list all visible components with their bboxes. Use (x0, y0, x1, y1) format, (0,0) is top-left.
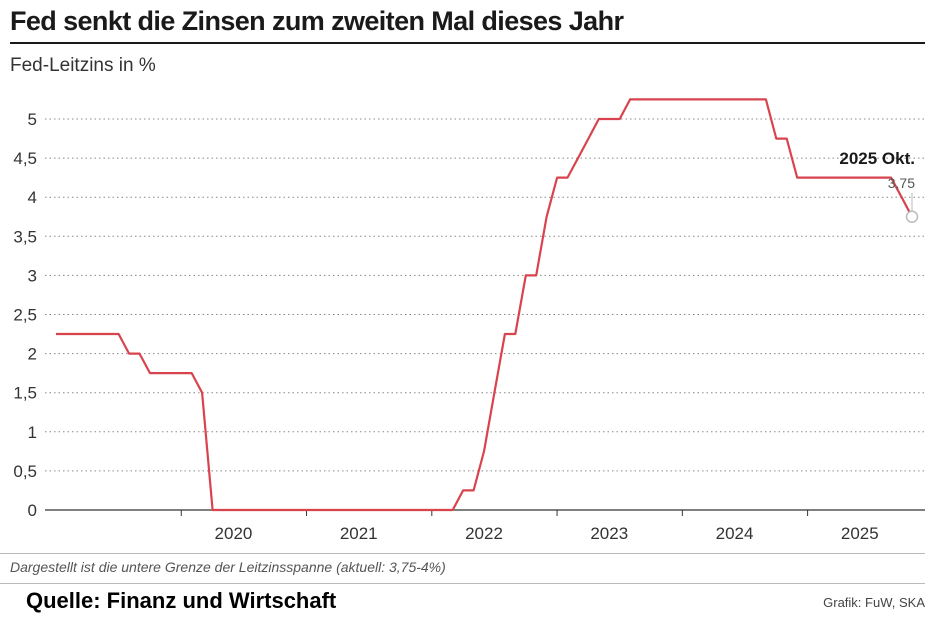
source-label: Quelle: Finanz und Wirtschaft (26, 588, 337, 613)
y-tick-label: 4,5 (13, 149, 37, 168)
y-tick-label: 1 (28, 423, 37, 442)
gridlines (45, 118, 925, 511)
y-axis-ticks: 0 0,5 1 1,5 2 2,5 3 3,5 4 4,5 5 (13, 110, 37, 520)
chart-subtitle: Fed-Leitzins in % (10, 55, 156, 76)
y-tick-label: 2 (28, 345, 37, 364)
annotation: 2025 Okt. 3,75 (839, 149, 919, 223)
y-tick-label: 5 (28, 110, 37, 129)
x-tick-label: 2025 (841, 524, 879, 543)
title-rule (10, 42, 925, 44)
y-tick-label: 4 (28, 188, 37, 207)
credit-label: Grafik: FuW, SKA (823, 595, 925, 610)
rate-line-chart: 00,511,522,533,544,55 2020 2021 2022 2023 20… (13, 98, 925, 543)
series-line-leitzins (56, 98, 913, 512)
footnote: Dargestellt ist die untere Grenze der Le… (10, 559, 446, 575)
y-tick-label: 2,5 (13, 306, 37, 325)
annotation-label: 2025 Okt. (839, 149, 915, 168)
footer-divider-bottom (0, 583, 925, 584)
y-tick-label: 3,5 (13, 227, 37, 246)
footer-divider-top (0, 553, 925, 554)
series-layer (56, 98, 913, 512)
x-axis-ticks: 2020 2021 2022 2023 2024 2025 (180, 510, 879, 543)
y-tick-label: 0,5 (13, 462, 37, 481)
y-tick-label: 0 (28, 501, 37, 520)
chart-title: Fed senkt die Zinsen zum zweiten Mal die… (10, 6, 624, 36)
y-tick-label: 1,5 (13, 384, 37, 403)
last-value-marker (905, 210, 919, 223)
y-tick-label: 3 (28, 266, 37, 285)
x-tick-label: 2021 (340, 524, 378, 543)
x-tick-label: 2024 (716, 524, 754, 543)
x-tick-label: 2023 (590, 524, 628, 543)
x-tick-label: 2022 (465, 524, 503, 543)
x-tick-label: 2020 (215, 524, 253, 543)
annotation-value: 3,75 (888, 175, 915, 191)
